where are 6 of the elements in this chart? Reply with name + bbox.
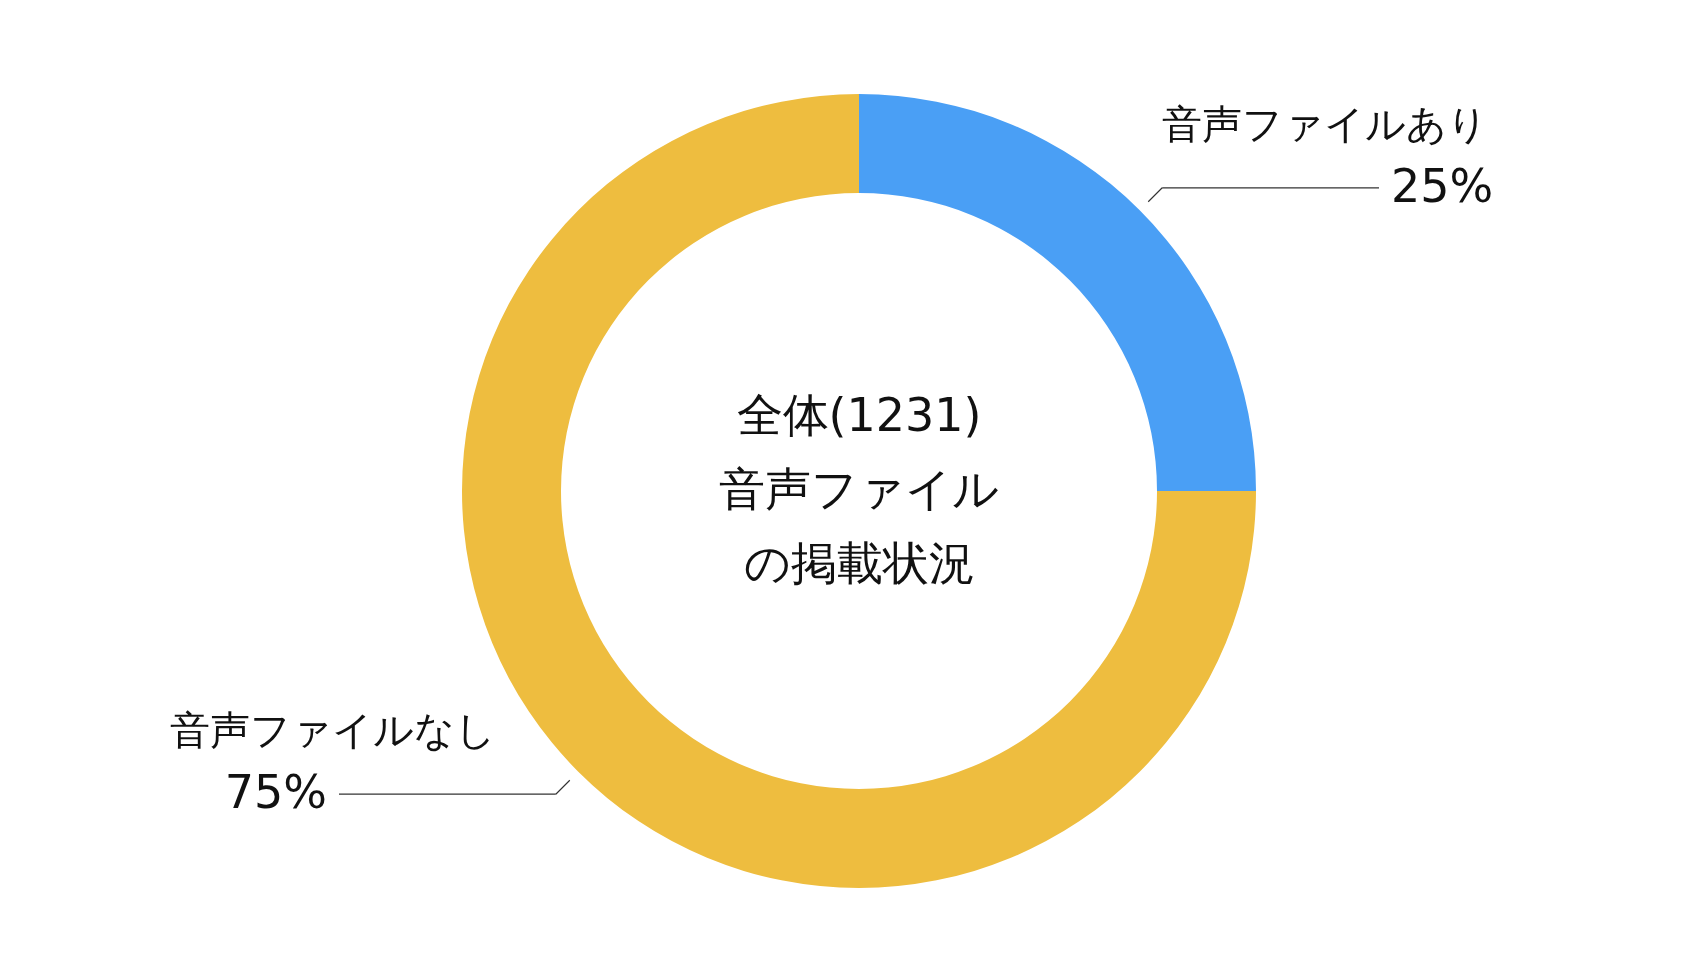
text: 全体(1231) bbox=[736, 388, 982, 442]
slice-label: 音声ファイルあり bbox=[1162, 100, 1489, 147]
slice-label: 音声ファイルなし bbox=[169, 707, 496, 754]
text: 音声ファイルの掲載状況 bbox=[719, 462, 999, 590]
data-label: 25% bbox=[1391, 158, 1494, 213]
data-label: 75% bbox=[224, 765, 327, 820]
